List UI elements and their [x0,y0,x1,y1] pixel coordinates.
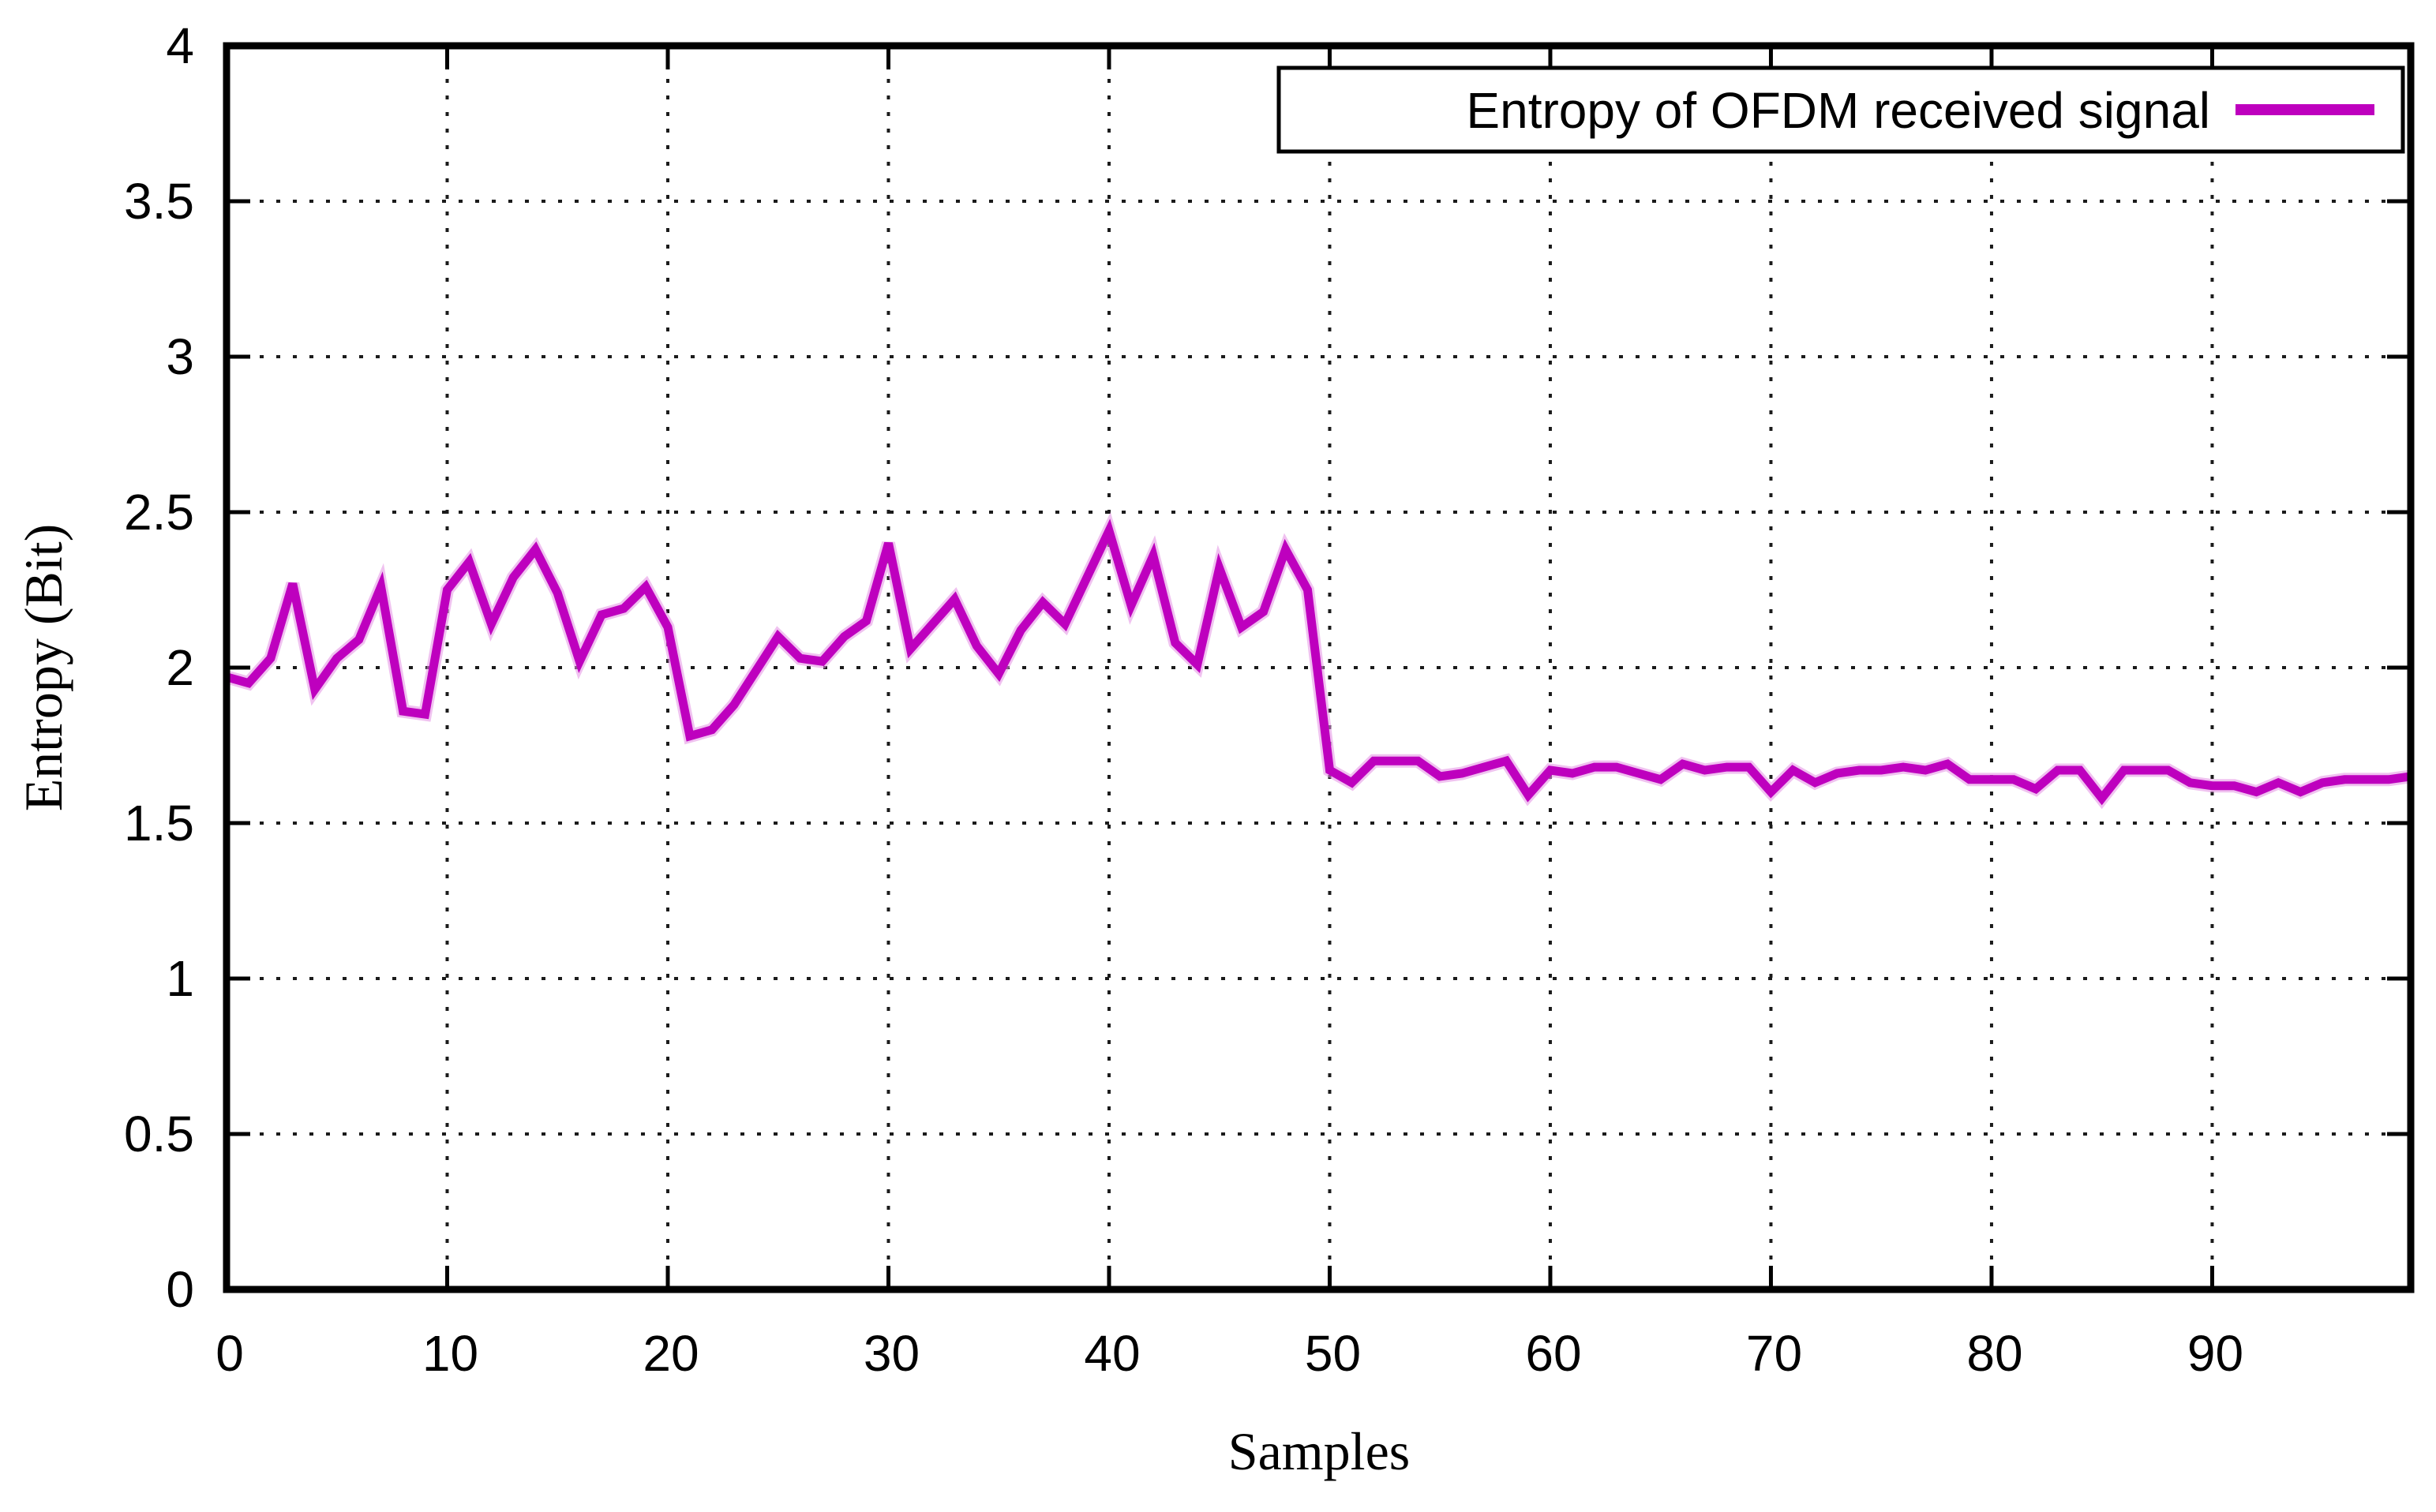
x-tick-label: 10 [422,1325,478,1382]
y-axis-title: Entropy (Bit) [13,524,73,812]
x-tick-label: 50 [1305,1325,1361,1382]
x-tick-label: 80 [1966,1325,2022,1382]
y-tick-label: 0 [166,1261,194,1318]
x-axis-title: Samples [1228,1421,1410,1481]
y-tick-label: 1 [166,950,194,1007]
x-tick-label: 30 [864,1325,920,1382]
x-tick-label: 70 [1746,1325,1802,1382]
legend-box [1276,65,2405,154]
y-tick-label: 2.5 [124,484,194,541]
y-tick-label: 1.5 [124,795,194,851]
y-tick-label: 3.5 [124,173,194,230]
y-tick-label: 3 [166,328,194,385]
y-tick-label: 4 [166,17,194,74]
y-tick-label: 0.5 [124,1106,194,1162]
entropy-line [225,518,2412,806]
data-series [224,511,2412,810]
legend: Entropy of OFDM received signal [1276,65,2405,154]
x-tick-label: 20 [643,1325,699,1382]
plot-border [223,42,2415,1293]
legend-label: Entropy of OFDM received signal [1466,82,2210,139]
x-tick-label: 0 [215,1325,244,1382]
x-tick-label: 40 [1084,1325,1140,1382]
x-tick-labels: 0 10 20 30 40 50 60 70 80 90 [215,1325,2243,1382]
y-tick-label: 2 [166,639,194,696]
x-tick-label: 60 [1525,1325,1581,1382]
y-tick-labels: 0 0.5 1 1.5 2 2.5 3 3.5 4 [124,17,194,1318]
x-tick-label: 90 [2187,1325,2243,1382]
